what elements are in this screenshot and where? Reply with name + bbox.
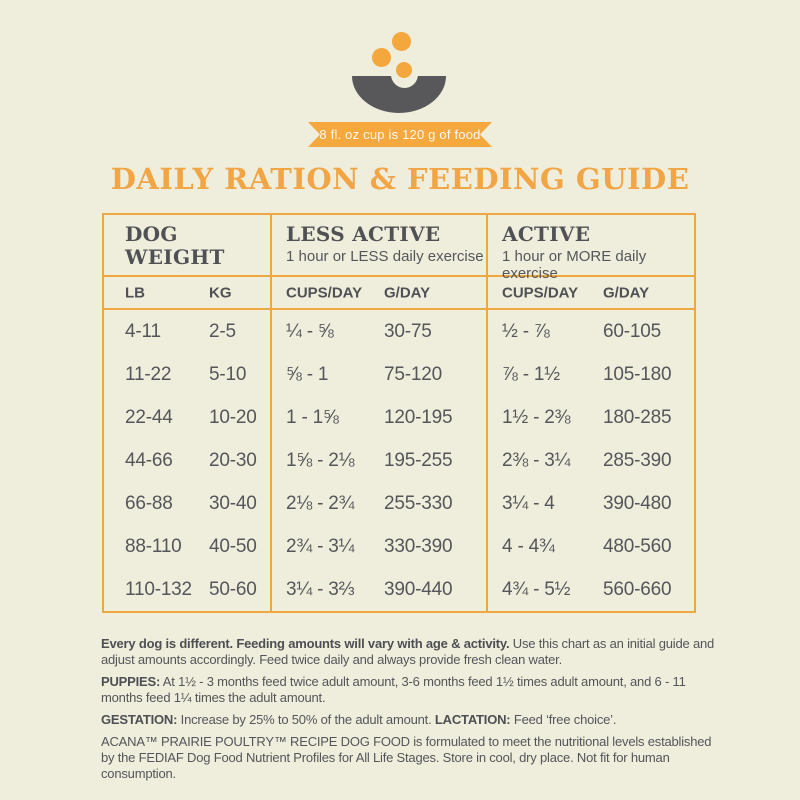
cell-cups: 1½ - 2⅜ [502,406,571,428]
kibble-icon [396,62,412,78]
subheader-g-day: G/DAY [384,284,431,301]
header-dog-weight: DOG WEIGHT [104,215,270,275]
subheader-lb: LB [125,284,145,301]
cell-grams: 480-560 [603,535,672,557]
cell-kg: 20-30 [209,449,257,471]
subheader-cups-day: CUPS/DAY [502,284,579,301]
cell-kg: 10-20 [209,406,257,428]
cell-cups: 3¼ - 4 [502,492,555,514]
cell-cups: ½ - ⅞ [502,320,550,342]
cell-lb: 66-88 [125,492,173,514]
cell-kg: 5-10 [209,363,247,385]
cell-grams: 330-390 [384,535,453,557]
cell-cups: ⅝ - 1 [286,363,329,385]
cell-grams: 390-440 [384,578,453,600]
cell-kg: 50-60 [209,578,257,600]
table-row: 110-132 50-60 3¼ - 3⅔ 390-440 4¾ - 5½ 560-6… [104,568,694,611]
column-title: ACTIVE [502,222,591,246]
cell-lb: 88-110 [125,535,182,557]
cell-grams: 120-195 [384,406,453,428]
subheader-g-day: G/DAY [603,284,650,301]
cell-cups: 4¾ - 5½ [502,578,571,600]
cell-cups: 2⅛ - 2¾ [286,492,355,514]
cell-grams: 285-390 [603,449,672,471]
table-row: 44-66 20-30 1⅝ - 2⅛ 195-255 2⅜ - 3¼ 285-390 [104,439,694,482]
page-title: DAILY RATION & FEEDING GUIDE [110,162,690,196]
footer-notes: Every dog is different. Feeding amounts … [101,636,715,788]
note-formulation: ACANA™ PRAIRIE POULTRY™ RECIPE DOG FOOD … [101,734,712,781]
table-row: 4-11 2-5 ¼ - ⅝ 30-75 ½ - ⅞ 60-105 [104,310,694,353]
note-gestation-lactation: GESTATION: Increase by 25% to 50% of the… [101,712,617,727]
note-gestation-label: GESTATION: [101,712,178,727]
cell-lb: 4-11 [125,320,161,342]
cell-lb: 44-66 [125,449,173,471]
cell-lb: 110-132 [125,578,192,600]
table-subheader-row: LB KG CUPS/DAY G/DAY CUPS/DAY G/DAY [104,277,694,310]
cell-grams: 255-330 [384,492,453,514]
note-puppies: PUPPIES: At 1½ - 3 months feed twice adu… [101,674,686,705]
kibble-icon [372,48,391,67]
cell-lb: 11-22 [125,363,172,385]
subheader-cups-day: CUPS/DAY [286,284,363,301]
cell-kg: 2-5 [209,320,236,342]
cell-grams: 560-660 [603,578,672,600]
ribbon-text: 8 fl. oz cup is 120 g of food [319,127,481,142]
cell-cups: 2¾ - 3¼ [286,535,355,557]
header-less-active: LESS ACTIVE 1 hour or LESS daily exercis… [270,215,486,275]
cell-kg: 30-40 [209,492,257,514]
cell-cups: ¼ - ⅝ [286,320,334,342]
cell-grams: 180-285 [603,406,672,428]
column-subtitle: 1 hour or LESS daily exercise [286,248,484,265]
cell-grams: 30-75 [384,320,432,342]
cell-grams: 75-120 [384,363,442,385]
table-row: 11-22 5-10 ⅝ - 1 75-120 ⅞ - 1½ 105-180 [104,353,694,396]
note-general-bold: Every dog is different. Feeding amounts … [101,636,510,651]
cell-cups: 4 - 4¾ [502,535,555,557]
table-row: 88-110 40-50 2¾ - 3¼ 330-390 4 - 4¾ 480-560 [104,525,694,568]
column-title: DOG WEIGHT [125,222,225,269]
cell-grams: 60-105 [603,320,661,342]
cell-kg: 40-50 [209,535,257,557]
subheader-kg: KG [209,284,232,301]
note-general: Every dog is different. Feeding amounts … [101,636,715,667]
cell-cups: 1 - 1⅝ [286,406,339,428]
cell-cups: 1⅝ - 2⅛ [286,449,355,471]
cell-grams: 390-480 [603,492,672,514]
note-lactation-label: LACTATION: [434,712,511,727]
cell-lb: 22-44 [125,406,173,428]
cell-cups: 3¼ - 3⅔ [286,578,355,600]
table-header-row: DOG WEIGHT LESS ACTIVE 1 hour or LESS da… [104,215,694,282]
note-puppies-label: PUPPIES: [101,674,161,689]
cell-grams: 105-180 [603,363,672,385]
cup-measure-ribbon: 8 fl. oz cup is 120 g of food [308,122,492,147]
feeding-table: DOG WEIGHT LESS ACTIVE 1 hour or LESS da… [102,213,696,613]
cell-cups: 2⅜ - 3¼ [502,449,571,471]
kibble-icon [392,32,411,51]
table-row: 66-88 30-40 2⅛ - 2¾ 255-330 3¼ - 4 390-480 [104,482,694,525]
table-row: 22-44 10-20 1 - 1⅝ 120-195 1½ - 2⅜ 180-285 [104,396,694,439]
cell-grams: 195-255 [384,449,453,471]
column-subtitle: 1 hour or MORE daily exercise [502,248,647,282]
cell-cups: ⅞ - 1½ [502,363,560,385]
header-active: ACTIVE 1 hour or MORE daily exercise [486,215,694,282]
column-title: LESS ACTIVE [286,222,441,246]
